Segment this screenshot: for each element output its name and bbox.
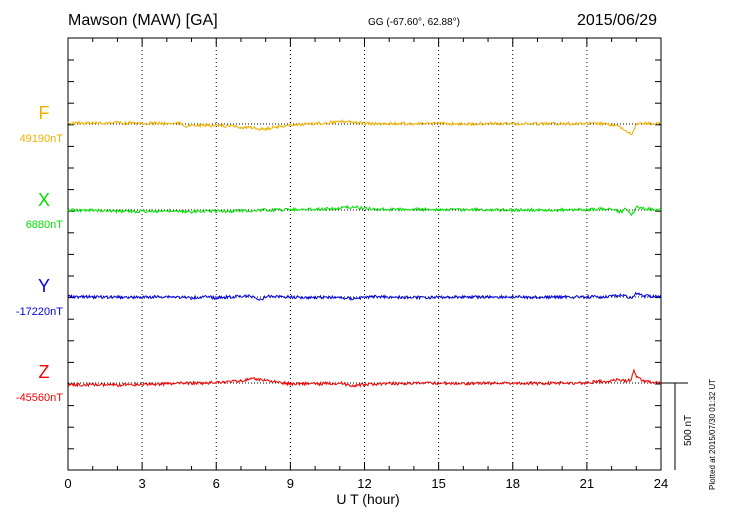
series-lines xyxy=(67,118,662,388)
x-tick-label: 21 xyxy=(580,476,594,491)
x-tick-label: 9 xyxy=(287,476,294,491)
channel-baseline-f: 49190nT xyxy=(20,133,64,145)
scale-bar-label: 500 nT xyxy=(683,415,694,446)
channel-baseline-y: -17220nT xyxy=(16,306,63,318)
channel-baseline-x: 6880nT xyxy=(26,219,64,231)
x-tick-label: 15 xyxy=(431,476,445,491)
x-tick-label: 18 xyxy=(506,476,520,491)
time-grid xyxy=(141,38,588,470)
chart-date: 2015/06/29 xyxy=(577,12,658,29)
series-line-f xyxy=(67,118,662,136)
channel-labels: F 49190nT X 6880nT Y -17220nT Z -45560nT xyxy=(16,103,63,404)
series-line-z xyxy=(67,368,662,388)
chart-title: Mawson (MAW) [GA] xyxy=(68,12,218,29)
x-tick-label: 0 xyxy=(64,476,71,491)
x-axis-label: U T (hour) xyxy=(336,491,399,507)
x-tick-label: 3 xyxy=(139,476,146,491)
x-tick-label: 12 xyxy=(357,476,371,491)
station-coordinates: GG (-67.60°, 62.88°) xyxy=(368,17,460,28)
channel-name-f: F xyxy=(39,103,50,123)
scale-bar: 500 nT xyxy=(661,382,694,470)
channel-name-y: Y xyxy=(38,276,50,296)
series-line-y xyxy=(67,291,662,302)
channel-name-x: X xyxy=(38,190,50,210)
channel-baseline-z: -45560nT xyxy=(16,392,63,404)
series-line-x xyxy=(67,204,662,217)
x-tick-label: 6 xyxy=(213,476,220,491)
x-tick-label: 24 xyxy=(654,476,668,491)
x-tick-labels: 0 3 6 9 12 15 18 21 24 xyxy=(64,476,668,491)
axis-ticks xyxy=(67,38,662,470)
channel-name-z: Z xyxy=(39,362,50,382)
